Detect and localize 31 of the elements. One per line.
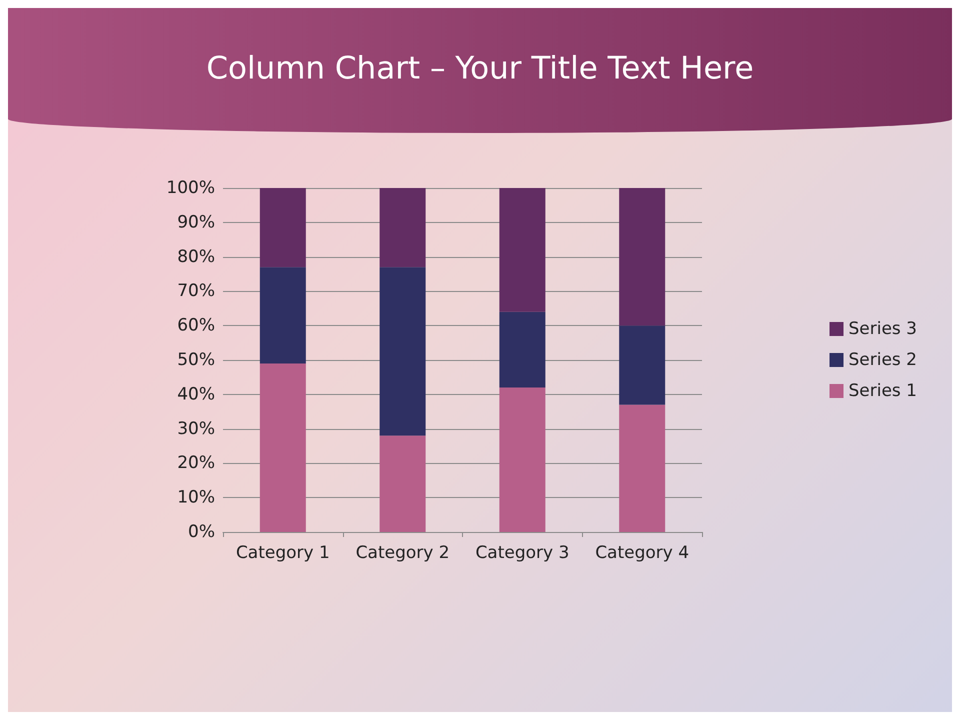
bar xyxy=(499,388,546,532)
bar xyxy=(619,404,666,532)
y-tick-label: 30% xyxy=(177,418,215,439)
x-tick-label: Category 1 xyxy=(236,543,330,563)
y-tick-label: 70% xyxy=(177,281,215,302)
bar xyxy=(380,436,426,532)
bar xyxy=(380,267,426,436)
bar xyxy=(380,188,426,268)
y-tick-label: 0% xyxy=(188,522,215,542)
bar xyxy=(260,188,306,268)
bar xyxy=(260,267,306,364)
bar xyxy=(499,312,546,388)
y-tick-label: 100% xyxy=(166,178,215,198)
bar xyxy=(260,363,306,532)
y-tick-label: 90% xyxy=(177,212,215,232)
y-tick-label: 40% xyxy=(177,384,215,404)
legend-label: Series 2 xyxy=(848,350,917,370)
chart-title: Column Chart – Your Title Text Here xyxy=(206,50,754,86)
y-tick-label: 50% xyxy=(177,350,215,370)
y-tick-label: 80% xyxy=(177,246,215,267)
x-tick-label: Category 3 xyxy=(475,543,570,563)
y-tick-label: 60% xyxy=(177,316,215,336)
bar xyxy=(619,188,666,326)
bar xyxy=(619,326,666,405)
x-tick-label: Category 4 xyxy=(595,543,690,563)
bar xyxy=(499,188,546,312)
y-tick-label: 20% xyxy=(177,453,215,474)
y-tick-label: 10% xyxy=(177,488,215,508)
legend-label: Series 1 xyxy=(848,381,917,401)
x-tick-label: Category 2 xyxy=(356,543,450,563)
legend-label: Series 3 xyxy=(848,319,917,339)
